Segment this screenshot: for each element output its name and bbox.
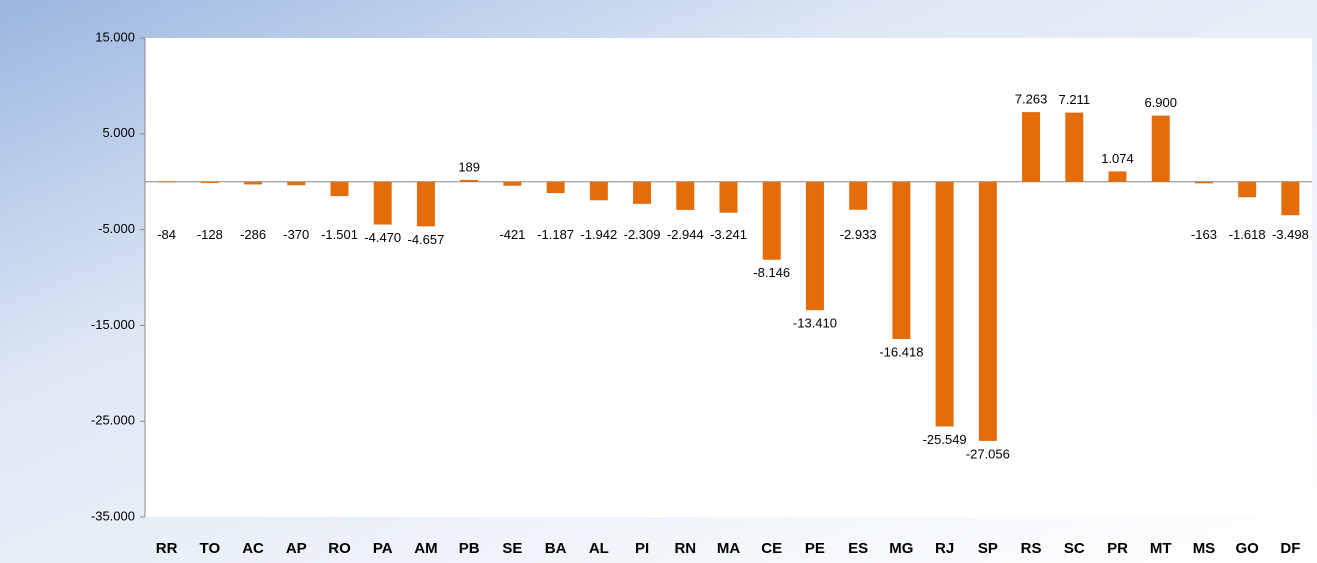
bar [1281, 181, 1300, 216]
data-label: -8.146 [753, 265, 790, 280]
x-tick-label: ES [848, 540, 868, 557]
bar [1065, 112, 1084, 182]
y-tick-label: -35.000 [91, 508, 135, 523]
bar [200, 181, 219, 183]
bar [849, 181, 868, 210]
x-tick-label: PR [1107, 540, 1128, 557]
bar [719, 181, 738, 213]
data-label: -84 [157, 227, 176, 242]
data-label: -286 [240, 227, 266, 242]
bar [546, 181, 565, 194]
x-tick-label: TO [200, 540, 221, 557]
data-label: -27.056 [966, 446, 1010, 461]
data-label: -1.942 [580, 227, 617, 242]
x-tick-label: RO [328, 540, 351, 557]
x-tick-label: PI [635, 540, 649, 557]
x-tick-label: PA [373, 540, 393, 557]
x-tick-label: MA [717, 540, 740, 557]
x-tick-label: AP [286, 540, 307, 557]
data-label: -1.187 [537, 227, 574, 242]
x-tick-label: RR [156, 540, 178, 557]
y-tick-label: 5.000 [102, 125, 135, 140]
bar [416, 181, 435, 227]
data-label: 7.263 [1015, 92, 1048, 107]
data-label: 6.900 [1144, 95, 1177, 110]
bar [157, 181, 176, 183]
bar [978, 181, 997, 441]
data-label: 7.211 [1058, 92, 1090, 107]
data-label: -1.501 [321, 227, 358, 242]
bar [1108, 171, 1127, 182]
bar [1238, 181, 1257, 198]
data-label: -3.498 [1272, 227, 1309, 242]
y-tick-label: -5.000 [98, 221, 135, 236]
bar [762, 181, 781, 260]
bar [892, 181, 911, 339]
x-tick-label: SP [978, 540, 998, 557]
data-label: -2.933 [840, 227, 877, 242]
x-tick-label: MG [889, 540, 913, 557]
x-tick-label: GO [1235, 540, 1259, 557]
data-label: -13.410 [793, 316, 837, 331]
bar [1151, 115, 1170, 182]
data-label: -128 [197, 227, 223, 242]
y-tick-label: -25.000 [91, 413, 135, 428]
x-tick-label: CE [761, 540, 782, 557]
y-tick-label: 15.000 [95, 29, 135, 44]
x-tick-label: RJ [935, 540, 954, 557]
data-label: 1.074 [1101, 151, 1134, 166]
data-label: -163 [1191, 227, 1217, 242]
x-tick-label: SC [1064, 540, 1085, 557]
x-tick-label: AC [242, 540, 264, 557]
bar [676, 181, 695, 210]
x-tick-label: RN [674, 540, 696, 557]
bar [373, 181, 392, 225]
x-tick-label: AM [414, 540, 437, 557]
y-tick-label: -15.000 [91, 317, 135, 332]
bar [633, 181, 652, 204]
bar [1022, 112, 1041, 182]
bar [503, 181, 522, 186]
x-tick-label: PB [459, 540, 480, 557]
bar [287, 181, 306, 186]
data-label: -421 [499, 227, 525, 242]
data-label: -2.944 [667, 227, 704, 242]
data-label: -3.241 [710, 227, 747, 242]
data-label: 189 [458, 159, 480, 174]
x-tick-label: DF [1280, 540, 1300, 557]
bar [460, 179, 479, 182]
bar [805, 181, 824, 311]
x-tick-label: MT [1150, 540, 1172, 557]
x-tick-label: BA [545, 540, 567, 557]
bar [1194, 181, 1213, 184]
data-label: -4.657 [408, 232, 445, 247]
x-tick-label: MS [1193, 540, 1216, 557]
x-tick-label: AL [589, 540, 609, 557]
bar [935, 181, 954, 427]
data-label: -25.549 [923, 432, 967, 447]
data-label: -2.309 [624, 227, 661, 242]
data-label: -4.470 [364, 230, 401, 245]
x-tick-label: SE [502, 540, 522, 557]
x-tick-label: PE [805, 540, 825, 557]
data-label: -370 [283, 227, 309, 242]
x-tick-label: RS [1021, 540, 1042, 557]
bar [589, 181, 608, 201]
bar [330, 181, 349, 197]
data-label: -1.618 [1229, 227, 1266, 242]
plot-area [145, 38, 1312, 517]
data-label: -16.418 [879, 344, 923, 359]
bar [244, 181, 263, 185]
